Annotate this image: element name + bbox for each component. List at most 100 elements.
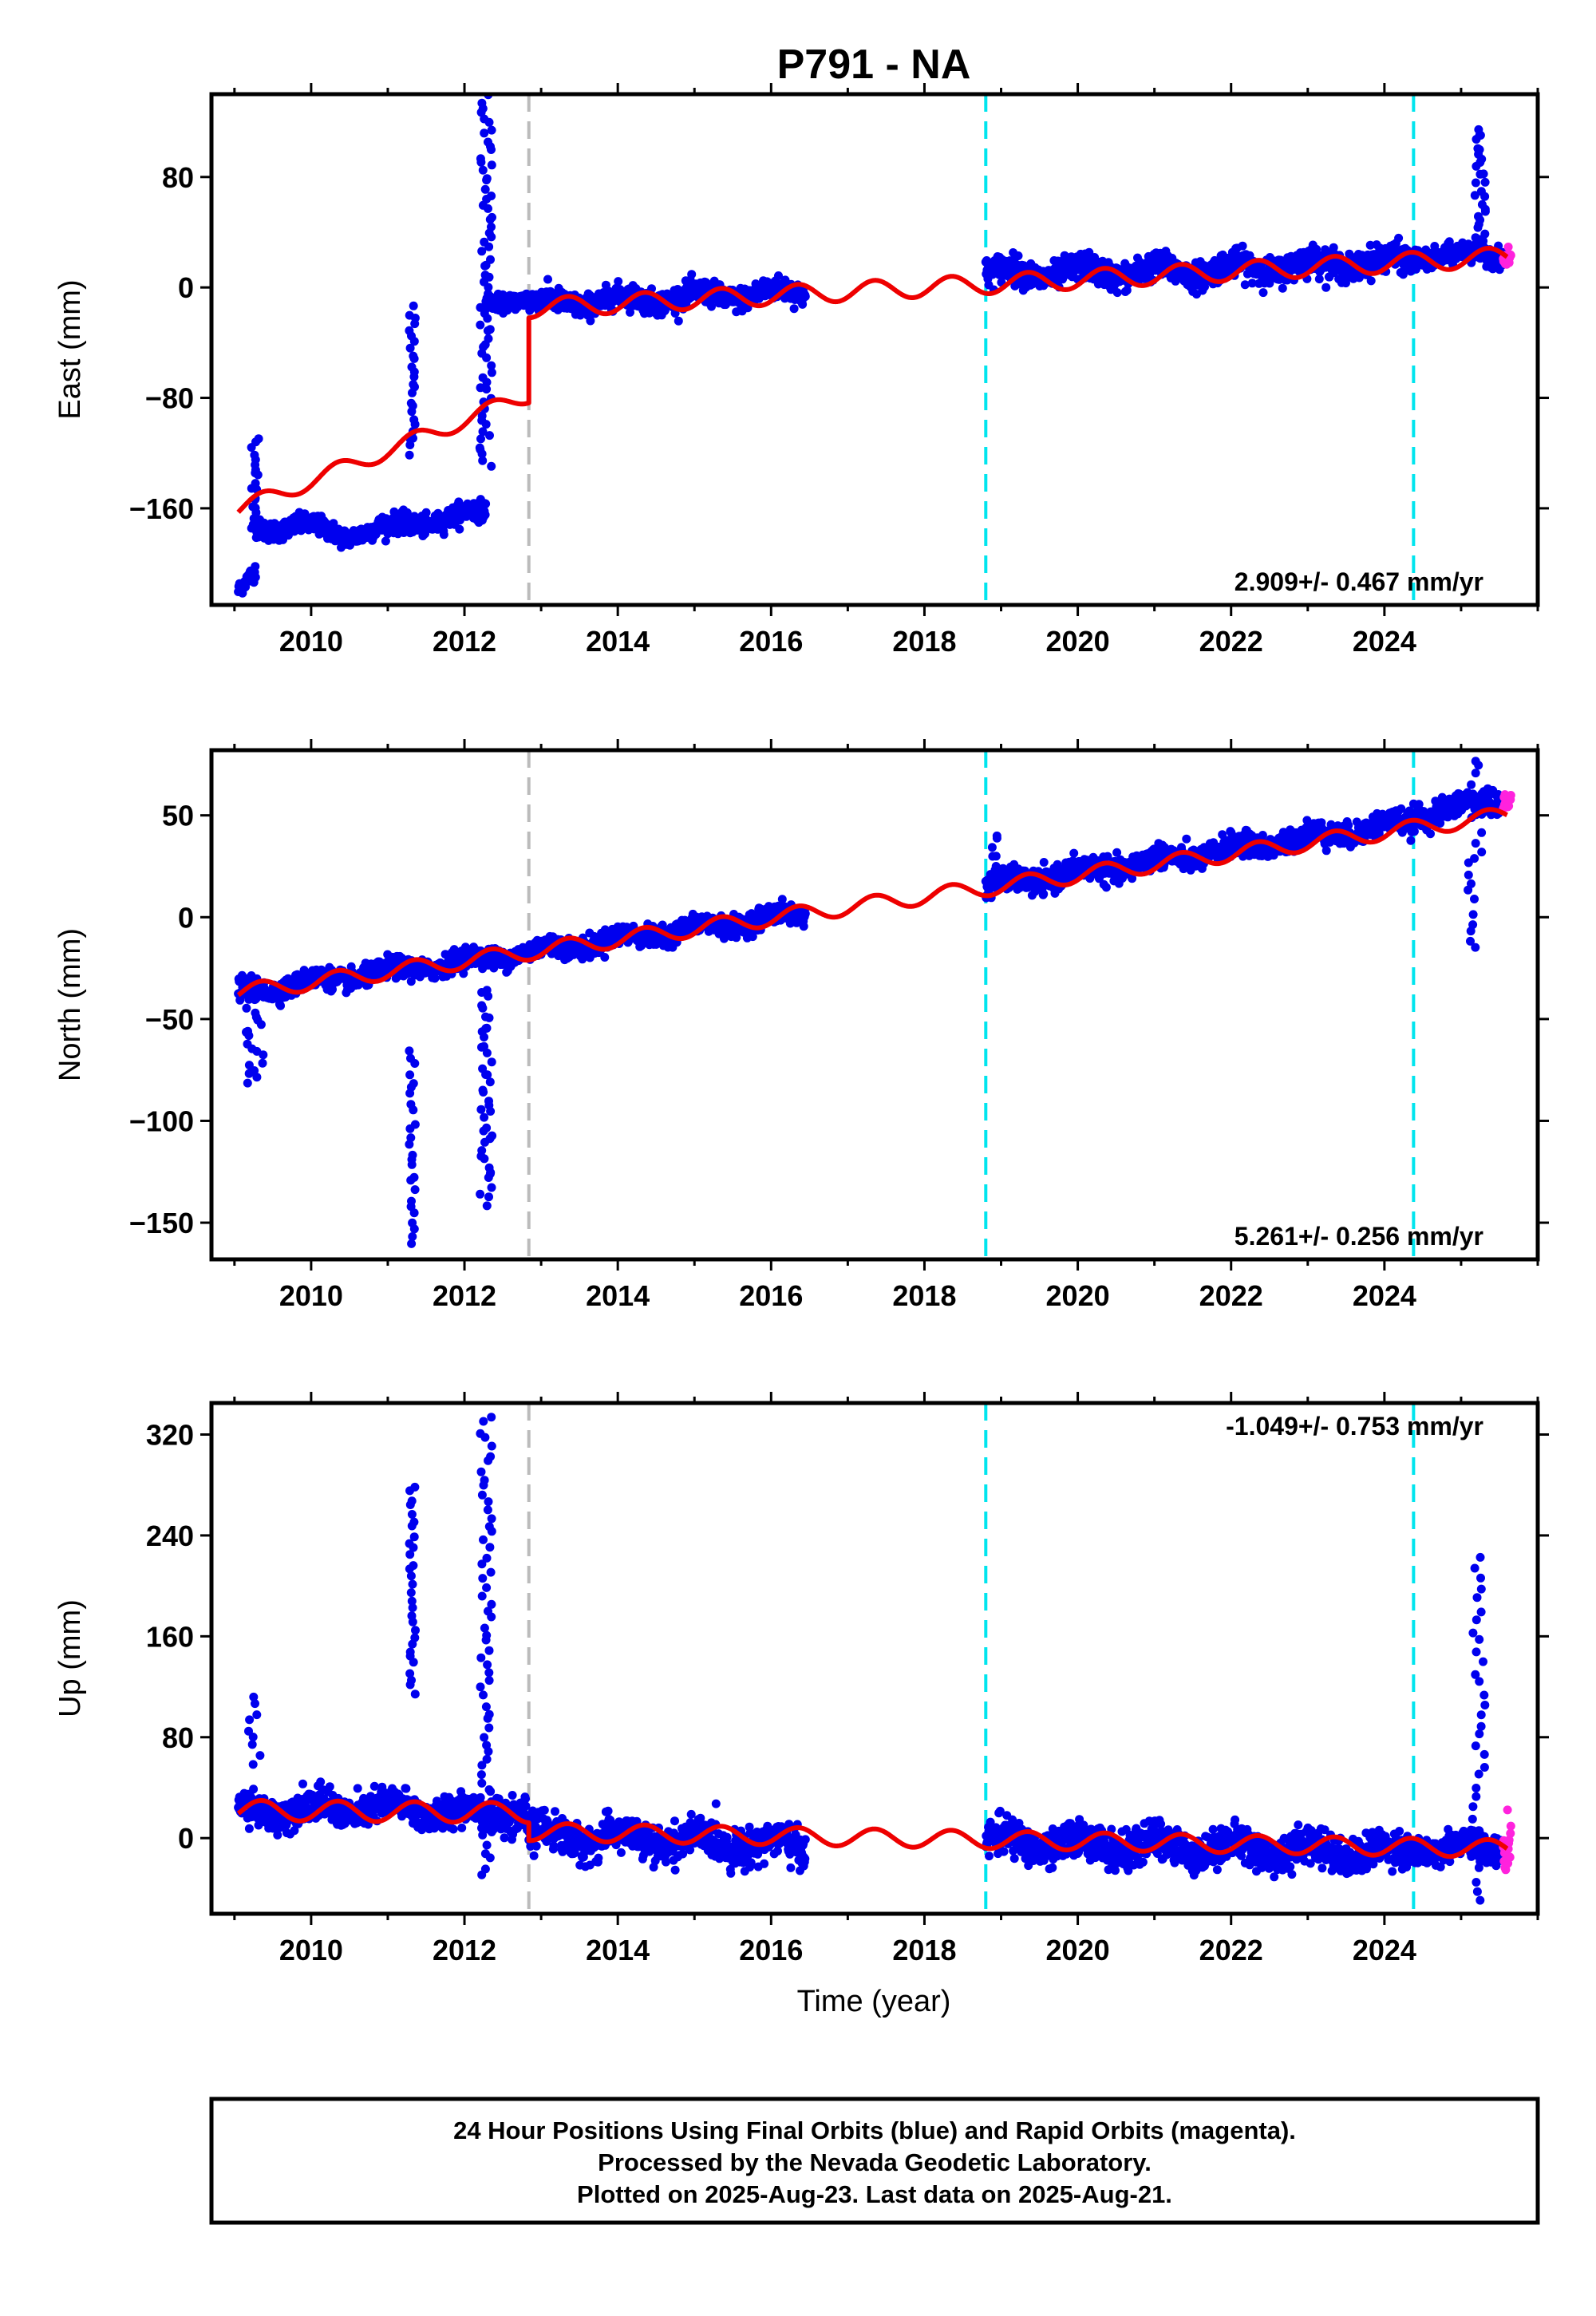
final-orbit-point	[614, 277, 623, 287]
final-orbit-point	[1258, 288, 1268, 298]
outlier-point	[1477, 200, 1487, 209]
outlier-point	[487, 160, 496, 170]
y-tick-label: −80	[145, 382, 194, 415]
panel-1: 2010 2012 2014 2016 2018 2020 2022 2024−160−800…	[53, 83, 1549, 658]
model-fit-line	[236, 246, 1509, 514]
rapid-orbit-point	[1506, 251, 1515, 260]
outlier-point	[248, 502, 258, 512]
outlier-point	[405, 326, 414, 335]
outlier-point	[476, 383, 485, 393]
outlier-point	[409, 380, 418, 389]
final-orbit-point	[251, 562, 260, 571]
outlier-point	[409, 415, 419, 425]
outlier-point	[407, 362, 417, 372]
outlier-point	[487, 192, 496, 200]
panel-frame	[209, 92, 1540, 607]
final-orbit-point	[707, 302, 716, 311]
outlier-point	[405, 343, 415, 353]
final-orbit-point	[1366, 276, 1376, 286]
outlier-point	[1476, 187, 1486, 196]
outlier-point	[1473, 144, 1483, 153]
outlier-point	[487, 361, 496, 370]
outlier-point	[1474, 124, 1483, 134]
final-orbit-point	[774, 271, 783, 280]
outlier-point	[480, 184, 490, 194]
outlier-point	[1474, 211, 1483, 221]
x-tick-label: 2010	[279, 625, 343, 658]
outlier-point	[486, 255, 495, 264]
outlier-point	[1470, 191, 1479, 200]
figure-title: P791 - NA	[777, 41, 971, 88]
outlier-point	[478, 373, 488, 382]
final-orbit-point	[674, 316, 683, 326]
x-tick-label: 2014	[586, 625, 650, 658]
final-orbit-point	[1365, 240, 1375, 250]
final-orbit-point	[480, 510, 490, 520]
x-tick-label: 2018	[892, 625, 956, 658]
rapid-orbit-point	[1503, 243, 1513, 251]
outlier-point	[480, 271, 490, 280]
outlier-point	[480, 114, 489, 124]
final-orbit-point	[800, 909, 810, 919]
outlier-point	[482, 174, 492, 184]
final-orbit-point	[1329, 243, 1338, 252]
y-tick-label: −160	[129, 492, 194, 525]
outlier-point	[409, 351, 418, 361]
outlier-point	[485, 431, 494, 441]
final-orbit-point	[1314, 275, 1324, 284]
outlier-point	[487, 461, 496, 471]
x-tick-label: 2020	[1046, 625, 1110, 658]
outlier-point	[484, 334, 493, 343]
outlier-point	[1471, 233, 1480, 243]
final-orbit-point	[586, 316, 595, 326]
final-orbit-point	[455, 524, 464, 534]
outlier-point	[480, 237, 489, 247]
final-orbit-point	[600, 953, 610, 962]
outlier-point	[478, 165, 488, 175]
outlier-point	[251, 479, 260, 488]
y-tick-label: 80	[162, 161, 194, 194]
final-orbit-point	[1101, 883, 1111, 892]
final-orbit-point	[381, 536, 390, 546]
final-orbit-point	[1321, 846, 1331, 856]
outlier-point	[254, 434, 263, 444]
outlier-point	[480, 128, 489, 138]
final-orbit-point	[1039, 858, 1049, 867]
outlier-point	[405, 310, 414, 320]
panels-group: 2010 2012 2014 2016 2018 2020 2022 2024−160−800…	[53, 83, 1549, 1966]
x-tick-label: 2022	[1199, 625, 1263, 658]
outlier-point	[476, 154, 485, 164]
outlier-point	[250, 450, 259, 460]
outlier-point	[477, 411, 487, 421]
outlier-point	[1480, 177, 1490, 187]
final-orbit-point	[439, 530, 448, 539]
data-points	[234, 94, 1515, 598]
panel-2: 2010 2012 2014 2016 2018 2020 2022 2024−150−100…	[53, 739, 1549, 1312]
outlier-point	[405, 450, 414, 460]
outlier-point	[476, 320, 485, 330]
outlier-point	[406, 398, 416, 408]
final-orbit-point	[251, 572, 260, 582]
plot-area	[234, 94, 1515, 605]
x-tick-label: 2016	[739, 625, 803, 658]
final-orbit-point	[800, 292, 810, 301]
final-orbit-point	[329, 519, 338, 528]
final-orbit-point	[1278, 283, 1287, 293]
final-orbit-point	[626, 307, 634, 317]
data-points	[234, 757, 1515, 1248]
final-orbit-point	[1112, 288, 1122, 298]
final-orbit-point	[1394, 233, 1404, 243]
x-tick-label: 2024	[1353, 625, 1416, 658]
outlier-point	[476, 302, 485, 312]
final-orbit-point	[1321, 283, 1331, 292]
y-axis-title: East (mm)	[53, 279, 87, 419]
outlier-point	[485, 325, 495, 334]
final-orbit-point	[798, 299, 808, 309]
y-tick-label: 0	[178, 271, 194, 304]
final-orbit-point	[1182, 834, 1191, 844]
final-orbit-point	[1444, 237, 1454, 247]
velocity-rate-label: 2.909+/- 0.467 mm/yr	[1235, 567, 1483, 596]
outlier-point	[488, 212, 496, 222]
final-orbit-point	[276, 1001, 285, 1010]
